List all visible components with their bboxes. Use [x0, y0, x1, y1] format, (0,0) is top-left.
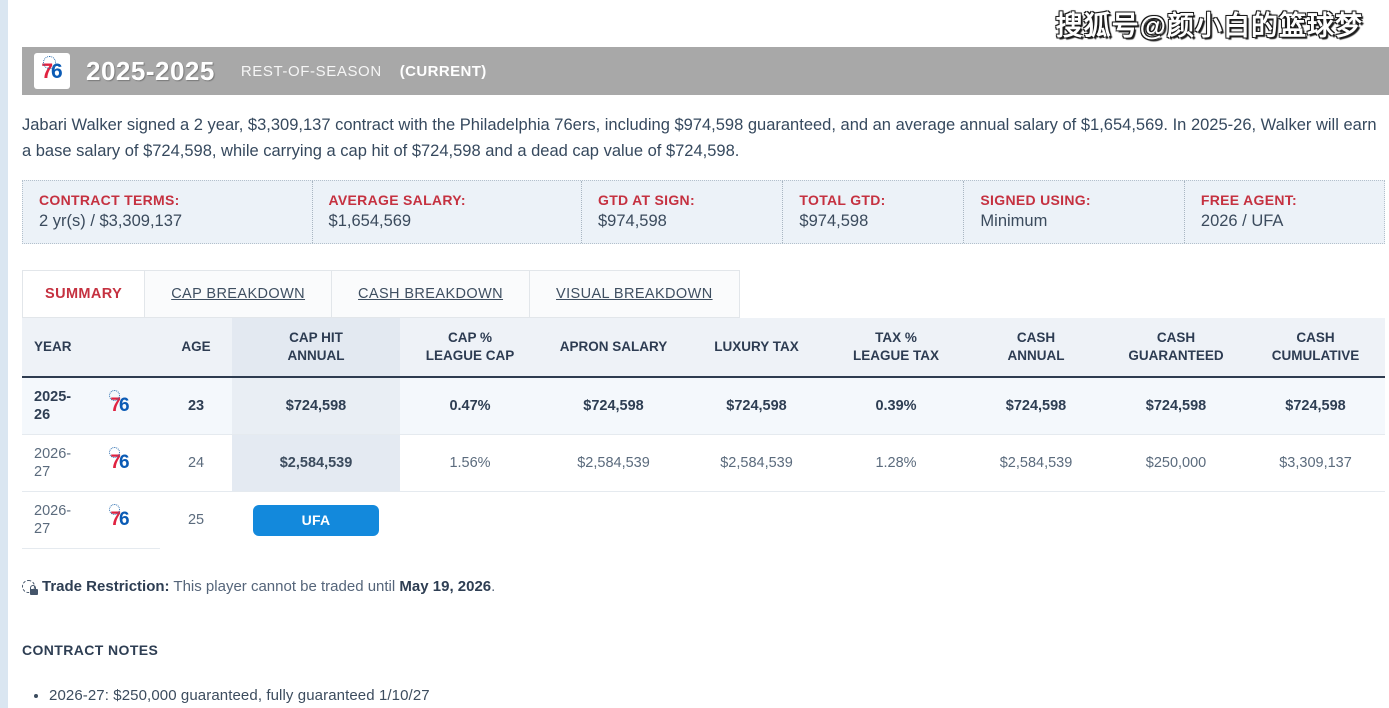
cell-tax-pct: 1.28%	[826, 434, 967, 493]
term-total-gtd: TOTAL GTD: $974,598	[782, 181, 963, 244]
cell-cap-pct: 1.56%	[400, 434, 541, 493]
header-year: YEAR	[22, 318, 161, 378]
tab-summary[interactable]: SUMMARY	[23, 271, 146, 318]
cell-age: 23	[160, 376, 233, 435]
term-value: Minimum	[980, 212, 1048, 231]
trade-restriction-date: May 19, 2026	[399, 578, 492, 596]
table-row-2026-27-ufa: 2026-27 7 6 25 UFA	[22, 491, 1385, 550]
season-phase-label: REST-OF-SEASON	[240, 62, 382, 80]
salary-summary-table: YEAR AGE CAP HIT ANNUAL CAP % LEAGUE CAP…	[22, 318, 1386, 550]
term-label: GTD AT SIGN:	[598, 192, 695, 209]
76ers-logo-icon[interactable]: 7 6	[103, 389, 137, 421]
term-contract-terms: CONTRACT TERMS: 2 yr(s) / $3,309,137	[23, 181, 312, 243]
term-value: 2 yr(s) / $3,309,137	[39, 212, 183, 231]
contract-terms-strip: CONTRACT TERMS: 2 yr(s) / $3,309,137 AVE…	[22, 180, 1385, 245]
76ers-logo-icon[interactable]: 7 6	[103, 446, 137, 478]
cell-team-logo: 7 6	[80, 376, 161, 435]
ufa-badge-button[interactable]: UFA	[253, 504, 380, 536]
header-age: AGE	[160, 318, 233, 378]
tab-visual-breakdown[interactable]: VISUAL BREAKDOWN	[556, 286, 713, 303]
trade-restriction-suffix: .	[491, 578, 496, 596]
term-label: TOTAL GTD:	[799, 192, 886, 209]
contract-notes-list: 2026-27: $250,000 guaranteed, fully guar…	[22, 687, 1385, 704]
tab-cap-breakdown[interactable]: CAP BREAKDOWN	[145, 271, 333, 318]
term-value: 2026 / UFA	[1200, 212, 1284, 231]
header-cap-hit-annual: CAP HIT ANNUAL	[232, 318, 401, 378]
trade-restriction-note: Trade Restriction: This player cannot be…	[22, 578, 1385, 596]
term-label: AVERAGE SALARY:	[328, 192, 466, 209]
term-free-agent: FREE AGENT: 2026 / UFA	[1183, 181, 1384, 244]
cell-cash-guaranteed: $724,598	[1106, 376, 1247, 435]
cell-year: 2025-26	[22, 376, 80, 435]
cell-cash-annual: $724,598	[966, 376, 1107, 435]
cell-age: 25	[187, 512, 205, 529]
term-label: SIGNED USING:	[980, 192, 1091, 209]
cell-cap-hit: $724,598	[232, 376, 401, 435]
term-value: $1,654,569	[328, 212, 412, 231]
logo-digit-7: 7	[41, 59, 53, 83]
term-signed-using: SIGNED USING: Minimum	[963, 181, 1183, 244]
cell-apron-salary: $2,584,539	[540, 434, 688, 493]
page-left-edge	[0, 0, 8, 708]
cell-cap-hit: $2,584,539	[232, 434, 401, 493]
term-label: FREE AGENT:	[1200, 192, 1298, 209]
cell-cash-guaranteed: $250,000	[1106, 434, 1247, 493]
cell-cash-cumulative: $724,598	[1246, 376, 1386, 435]
cell-ufa: UFA	[232, 492, 400, 549]
trade-restriction-label: Trade Restriction:	[42, 578, 170, 596]
cell-year: 2026-27	[22, 491, 80, 550]
header-luxury-tax: LUXURY TAX	[687, 318, 827, 378]
season-header-bar: 7 6 2025-2025 REST-OF-SEASON (CURRENT)	[22, 47, 1389, 95]
season-current-badge: (CURRENT)	[399, 62, 487, 80]
cell-team-logo: 7 6	[80, 434, 161, 493]
cell-luxury-tax: $724,598	[687, 376, 827, 435]
season-title: 2025-2025	[86, 55, 215, 86]
trade-restriction-text: This player cannot be traded until	[169, 578, 400, 596]
header-cash-guaranteed: CASH GUARANTEED	[1106, 318, 1247, 378]
contract-summary-paragraph: Jabari Walker signed a 2 year, $3,309,13…	[22, 116, 1377, 160]
term-value: $974,598	[799, 212, 869, 231]
76ers-logo-icon[interactable]: 7 6	[103, 504, 137, 535]
contract-note-item: 2026-27: $250,000 guaranteed, fully guar…	[49, 687, 1385, 704]
cell-luxury-tax: $2,584,539	[687, 434, 827, 493]
term-value: $974,598	[598, 212, 667, 231]
table-row-2025-26: 2025-26 7 6 23 $724,598 0.47% $724,598 $…	[22, 376, 1386, 435]
table-header-row: YEAR AGE CAP HIT ANNUAL CAP % LEAGUE CAP…	[22, 318, 1386, 378]
cell-year: 2026-27	[22, 434, 80, 493]
cell-cash-annual: $2,584,539	[966, 434, 1107, 493]
term-label: CONTRACT TERMS:	[39, 192, 180, 209]
header-cash-annual: CASH ANNUAL	[966, 318, 1107, 378]
76ers-logo-icon: 7 6	[34, 53, 70, 89]
tab-cash-breakdown[interactable]: CASH BREAKDOWN	[332, 271, 531, 318]
header-cap-pct-league-cap: CAP % LEAGUE CAP	[400, 318, 541, 378]
cell-apron-salary: $724,598	[540, 376, 688, 435]
cell-team-logo: 7 6	[80, 491, 161, 550]
watermark-text: 搜狐号@颜小白的篮球梦	[1055, 11, 1363, 41]
cell-tax-pct: 0.39%	[826, 376, 967, 435]
header-apron-salary: APRON SALARY	[540, 318, 688, 378]
cell-cash-cumulative: $3,309,137	[1246, 434, 1386, 493]
logo-digit-6: 6	[51, 59, 63, 83]
table-row-2026-27: 2026-27 7 6 24 $2,584,539 1.56% $2,584,5…	[22, 434, 1386, 493]
logo-star-ring	[43, 56, 56, 69]
contract-notes-title: CONTRACT NOTES	[22, 642, 159, 659]
term-gtd-at-sign: GTD AT SIGN: $974,598	[581, 181, 782, 244]
term-average-salary: AVERAGE SALARY: $1,654,569	[311, 181, 581, 244]
cell-cap-pct: 0.47%	[400, 376, 541, 435]
breakdown-tabs: SUMMARY CAP BREAKDOWN CASH BREAKDOWN VIS…	[22, 270, 740, 319]
globe-lock-icon	[22, 580, 38, 596]
cell-age: 24	[160, 434, 233, 493]
header-tax-pct-league-tax: TAX % LEAGUE TAX	[826, 318, 967, 378]
header-cash-cumulative: CASH CUMULATIVE	[1246, 318, 1386, 378]
